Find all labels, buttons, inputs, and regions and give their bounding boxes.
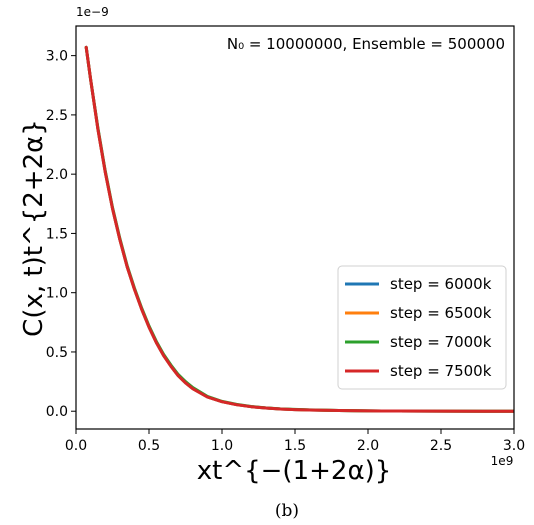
legend: step = 6000k step = 6500k step = 7000k step… (337, 265, 507, 390)
x-axis-label-group: xt^{−(1+2α)} (197, 456, 392, 486)
y-tick-label: 2.0 (46, 167, 68, 183)
y-tick-label: 0.0 (46, 404, 68, 420)
y-axis-label: C(x, t)t^{2+2α} (19, 119, 49, 337)
y-axis-label-group: C(x, t)t^{2+2α} (19, 119, 49, 337)
legend-label: step = 6500k (390, 304, 492, 322)
x-tick-label: 2.0 (357, 438, 379, 454)
legend-label: step = 6000k (390, 275, 492, 293)
legend-box (337, 265, 507, 390)
chart-annotation: N₀ = 10000000, Ensemble = 500000 (227, 35, 505, 53)
x-axis: 0.0 0.5 1.0 1.5 2.0 2.5 3.0 (65, 429, 525, 454)
legend-label: step = 7500k (390, 362, 492, 380)
figure-caption: (b) (275, 501, 299, 521)
x-tick-label: 1.5 (284, 438, 306, 454)
x-tick-label: 2.5 (430, 438, 452, 454)
series-layer (84, 45, 514, 413)
y-tick-label: 1.5 (46, 226, 68, 242)
y-tick-label: 3.0 (46, 49, 68, 65)
x-tick-label: 0.5 (138, 438, 160, 454)
y-tick-label: 0.5 (46, 345, 68, 361)
x-tick-label: 1.0 (211, 438, 233, 454)
x-tick-label: 0.0 (65, 438, 87, 454)
legend-label: step = 7000k (390, 333, 492, 351)
x-offset-label: 1e9 (491, 454, 514, 468)
y-axis: 0.0 0.5 1.0 1.5 2.0 2.5 3.0 (46, 49, 76, 420)
x-tick-label: 3.0 (503, 438, 525, 454)
x-axis-label: xt^{−(1+2α)} (197, 456, 392, 486)
y-tick-label: 2.5 (46, 108, 68, 124)
y-offset-label: 1e−9 (76, 5, 109, 19)
y-tick-label: 1.0 (46, 286, 68, 302)
series-line-4 (84, 45, 514, 413)
